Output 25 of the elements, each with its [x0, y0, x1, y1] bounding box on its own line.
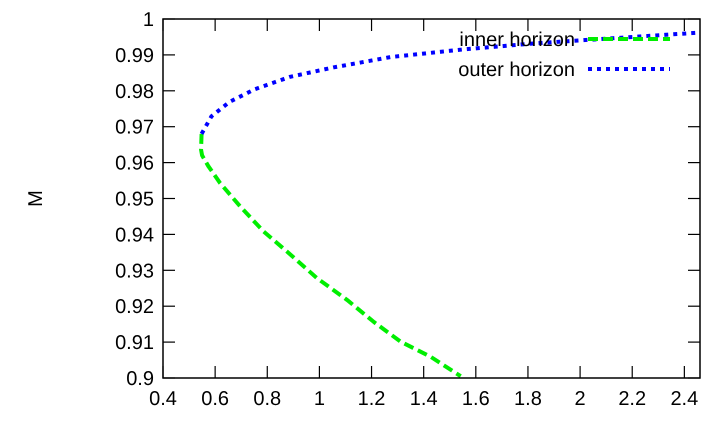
x-tick-label: 1.4 [410, 388, 438, 410]
y-tick-label: 0.91 [115, 332, 154, 354]
x-tick-label: 0.4 [149, 388, 177, 410]
x-tick-label: 1.8 [514, 388, 542, 410]
y-tick-label: 0.94 [115, 224, 154, 246]
y-tick-label: 0.9 [126, 368, 154, 390]
y-tick-label: 1 [142, 9, 154, 31]
x-tick-label: 2.2 [618, 388, 646, 410]
y-tick-label: 0.93 [115, 260, 154, 282]
y-tick-label: 0.98 [115, 80, 154, 103]
x-tick-label: 2 [574, 388, 586, 410]
y-tick-label: 0.99 [115, 44, 154, 67]
y-tick-label: 0.95 [115, 188, 154, 210]
y-tick-label: 0.96 [115, 152, 154, 175]
x-tick-label: 0.6 [201, 388, 230, 410]
x-tick-label: 1.2 [358, 388, 386, 410]
x-tick-label: 2.4 [670, 388, 698, 410]
x-tick-label: 1.6 [462, 388, 490, 410]
x-tick-label: 1 [314, 388, 325, 410]
y-tick-label: 0.92 [115, 296, 154, 318]
x-tick-label: 0.8 [253, 388, 282, 410]
y-axis-title: M [25, 190, 47, 207]
y-tick-label: 0.97 [115, 116, 154, 139]
legend-label: inner horizon [459, 29, 575, 51]
legend-label: outer horizon [458, 59, 575, 81]
